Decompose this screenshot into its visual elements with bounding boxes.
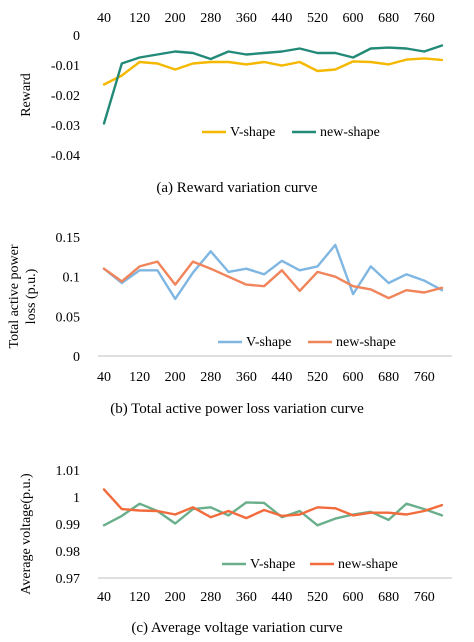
y-tick-label: -0.01: [51, 59, 80, 74]
y-axis-title: loss (p.u.): [24, 268, 39, 324]
x-tick-label: 200: [165, 11, 186, 26]
x-tick-label: 520: [307, 590, 328, 605]
y-tick-label: 0.1: [63, 271, 81, 286]
y-tick-label: -0.04: [51, 149, 80, 164]
legend-label: new-shape: [336, 335, 396, 350]
y-tick-label: 0.05: [56, 310, 81, 325]
x-tick-label: 760: [414, 11, 435, 26]
series-line-v-shape: [102, 243, 444, 301]
x-tick-label: 200: [165, 370, 186, 385]
series-line-new-shape: [102, 488, 444, 520]
legend-label: V-shape: [230, 125, 275, 140]
x-tick-label: 360: [236, 11, 257, 26]
x-tick-label: 680: [378, 11, 399, 26]
y-tick-label: -0.02: [51, 89, 80, 104]
y-axis-title: Total active power: [7, 244, 22, 348]
x-tick-label: 680: [378, 590, 399, 605]
x-tick-label: 600: [343, 370, 364, 385]
legend-label: new-shape: [338, 557, 398, 572]
x-tick-label: 760: [414, 370, 435, 385]
y-tick-label: 1.01: [56, 464, 81, 479]
series-line-v-shape: [102, 57, 444, 86]
x-tick-label: 360: [236, 370, 257, 385]
legend-label: V-shape: [250, 557, 295, 572]
x-tick-label: 120: [129, 590, 150, 605]
x-tick-label: 440: [271, 590, 292, 605]
x-tick-label: 520: [307, 370, 328, 385]
legend-label: V-shape: [246, 335, 291, 350]
x-tick-label: 600: [343, 11, 364, 26]
x-tick-label: 40: [97, 370, 111, 385]
legend-label: new-shape: [320, 125, 380, 140]
x-tick-label: 40: [97, 11, 111, 26]
x-tick-label: 40: [97, 590, 111, 605]
x-tick-label: 520: [307, 11, 328, 26]
series-line-new-shape: [102, 260, 444, 300]
x-tick-label: 280: [200, 370, 221, 385]
x-tick-label: 120: [129, 11, 150, 26]
x-tick-label: 440: [271, 370, 292, 385]
series-line-v-shape: [102, 501, 444, 527]
x-tick-label: 120: [129, 370, 150, 385]
y-tick-label: -0.03: [51, 119, 80, 134]
figure-caption: (b) Total active power loss variation cu…: [110, 401, 364, 417]
x-tick-label: 760: [414, 590, 435, 605]
y-axis-title: Reward: [19, 73, 34, 117]
x-tick-label: 280: [200, 590, 221, 605]
y-tick-label: 0.15: [56, 231, 81, 246]
y-tick-label: 0: [73, 29, 80, 44]
x-tick-label: 680: [378, 370, 399, 385]
y-tick-label: 1: [73, 491, 80, 506]
x-tick-label: 200: [165, 590, 186, 605]
y-tick-label: 0: [73, 350, 80, 365]
x-tick-label: 440: [271, 11, 292, 26]
y-tick-label: 0.97: [56, 572, 81, 587]
figure-caption: (a) Reward variation curve: [156, 180, 318, 196]
y-tick-label: 0.98: [56, 545, 81, 560]
y-tick-label: 0.99: [56, 518, 81, 533]
series-line-new-shape: [102, 44, 444, 125]
x-tick-label: 360: [236, 590, 257, 605]
y-axis-title: Average voltage(p.u.): [19, 473, 34, 595]
figure-caption: (c) Average voltage variation curve: [131, 620, 343, 636]
x-tick-label: 600: [343, 590, 364, 605]
x-tick-label: 280: [200, 11, 221, 26]
